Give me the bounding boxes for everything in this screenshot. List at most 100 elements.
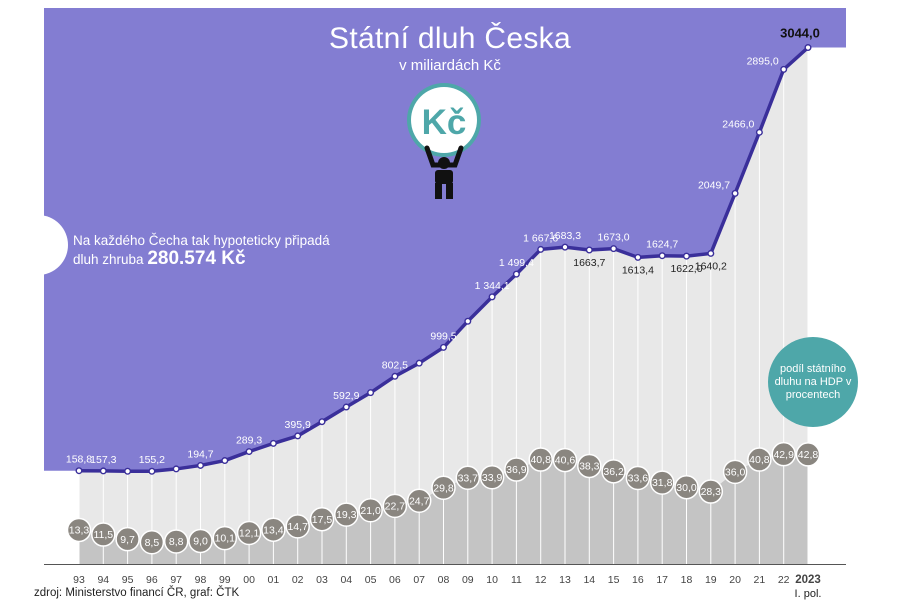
debt-point: [561, 243, 569, 251]
gdp-share-bubble: [334, 502, 359, 527]
x-tick-label: 07: [413, 574, 425, 586]
debt-value-label: 1 499,4: [499, 257, 534, 269]
gdp-share-label: 36,9: [506, 464, 527, 476]
gdp-share-bubble: [649, 470, 675, 495]
debt-point: [124, 467, 132, 475]
debt-point: [221, 457, 229, 465]
gdp-share-bubble: [674, 474, 699, 500]
gdp-share-bubble: [625, 465, 651, 491]
debt-point: [634, 253, 642, 261]
gdp-share-bubble: [528, 447, 553, 472]
debt-value-label: 1624,7: [646, 239, 678, 251]
gdp-share-bubble: [698, 479, 724, 504]
x-tick-label: 03: [316, 574, 328, 586]
x-tick-label: 02: [292, 574, 304, 586]
debt-value-label: 802,5: [382, 359, 408, 371]
callout-value: 280.574 Kč: [147, 248, 246, 269]
callout-text: Na každého Čecha tak hypoteticky připadá: [73, 233, 330, 248]
x-tick-label: 16: [632, 574, 644, 586]
gdp-share-bubble: [479, 464, 505, 490]
x-tick-label: 94: [97, 574, 109, 586]
gdp-share-bubble: [91, 522, 116, 547]
coin-inner: [411, 87, 477, 153]
gdp-share-label: 36,0: [725, 466, 746, 478]
gdp-share-bubble: [309, 506, 335, 532]
gdp-share-label: 24,7: [409, 495, 430, 507]
gdp-share-label: 9,7: [120, 534, 135, 546]
debt-point: [172, 465, 180, 473]
x-tick-label: 98: [195, 574, 207, 586]
gdp-share-label: 40,6: [555, 455, 576, 467]
gdp-share-label: 40,8: [530, 454, 551, 466]
debt-point: [196, 461, 204, 469]
gdp-share-label: 19,3: [336, 509, 357, 521]
x-tick-label: 21: [754, 574, 766, 586]
debt-value-label: 1 344,1: [475, 280, 510, 292]
x-tick-label: 05: [365, 574, 377, 586]
debt-point: [342, 403, 350, 411]
source-note: zdroj: Ministerstvo financí ČR, graf: ČT…: [34, 587, 240, 599]
gdp-share-label: 21,0: [360, 505, 381, 517]
gdp-share-label: 13,3: [69, 525, 90, 537]
gdp-share-label: 33,7: [458, 472, 479, 484]
gdp-share-label: 28,3: [701, 486, 722, 498]
gdp-share-label: 8,5: [145, 537, 160, 549]
debt-value-label: 395,9: [285, 419, 311, 431]
gdp-share-label: 14,7: [287, 521, 308, 533]
legend-text: podíl státního dluhu na HDP v procentech: [774, 362, 852, 401]
debt-point: [731, 189, 739, 197]
gdp-share-label: 36,2: [603, 466, 624, 478]
gdp-share-bubble: [139, 529, 165, 555]
chart-title: Státní dluh Česka: [329, 22, 571, 55]
gdp-share-bubble: [358, 497, 383, 523]
chart-subtitle: v miliardách Kč: [399, 57, 501, 74]
coin-label: Kč: [422, 103, 467, 142]
x-tick-label: 06: [389, 574, 401, 586]
x-tick-label: 20: [729, 574, 741, 586]
debt-point: [391, 372, 399, 380]
debt-point: [585, 246, 593, 254]
gdp-share-bubble: [552, 447, 578, 473]
gdp-share-label: 9,0: [193, 536, 208, 548]
debt-point: [269, 439, 277, 447]
debt-point: [245, 448, 253, 456]
per-capita-callout: Na každého Čecha tak hypoteticky připadá…: [73, 232, 330, 269]
x-tick-label: 96: [146, 574, 158, 586]
debt-point: [148, 467, 156, 475]
debt-value-label: 3044,0: [780, 26, 820, 41]
debt-value-label: 155,2: [139, 454, 165, 466]
gdp-share-bubble: [163, 529, 189, 554]
x-tick-label: 11: [511, 574, 522, 586]
gdp-share-label: 10,1: [215, 533, 236, 545]
gdp-share-bubble: [188, 528, 213, 554]
debt-point: [440, 343, 448, 351]
x-tick-label: 00: [243, 574, 255, 586]
x-tick-label: 13: [559, 574, 571, 586]
x-tick-label: 09: [462, 574, 474, 586]
gdp-share-bubble: [455, 465, 481, 490]
debt-point: [707, 249, 715, 257]
gdp-share-label: 22,7: [385, 500, 406, 512]
x-tick-label: 04: [340, 574, 352, 586]
debt-value-label: 2895,0: [747, 55, 779, 67]
gdp-share-bubble: [236, 520, 262, 546]
debt-point: [804, 44, 812, 52]
debt-point: [318, 418, 326, 426]
x-tick-label: 95: [122, 574, 134, 586]
debt-point: [610, 245, 618, 253]
gdp-share-bubble: [504, 457, 529, 482]
debt-point: [658, 252, 666, 260]
gdp-share-label: 29,8: [433, 482, 454, 494]
gdp-share-label: 33,6: [628, 473, 649, 485]
debt-area: [79, 47, 808, 564]
gdp-share-bubble: [771, 441, 796, 467]
debt-value-label: 1 667,6: [523, 232, 558, 244]
person-body: [435, 170, 453, 184]
debt-value-label: 1673,0: [598, 232, 630, 244]
gdp-share-bubble: [722, 459, 748, 485]
gdp-share-bubble: [431, 475, 456, 500]
left-decoration: [8, 215, 68, 275]
gdp-share-bubble: [747, 447, 772, 472]
debt-value-label: 1613,4: [622, 264, 654, 276]
